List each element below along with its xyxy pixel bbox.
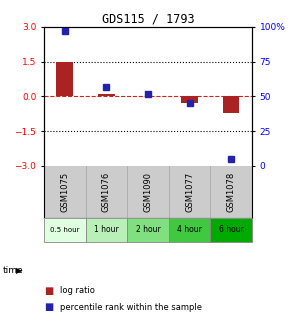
Text: GSM1090: GSM1090 xyxy=(144,172,152,212)
FancyBboxPatch shape xyxy=(210,218,252,242)
Text: 2 hour: 2 hour xyxy=(136,225,160,235)
Text: ▶: ▶ xyxy=(16,266,22,275)
Text: 4 hour: 4 hour xyxy=(177,225,202,235)
Text: GSM1076: GSM1076 xyxy=(102,172,111,212)
Bar xyxy=(57,61,73,96)
Text: ■: ■ xyxy=(44,286,53,296)
Text: GSM1078: GSM1078 xyxy=(227,172,236,212)
Text: ■: ■ xyxy=(44,302,53,312)
FancyBboxPatch shape xyxy=(86,218,127,242)
Bar xyxy=(223,96,239,113)
Text: 0.5 hour: 0.5 hour xyxy=(50,227,79,233)
FancyBboxPatch shape xyxy=(169,218,210,242)
Text: log ratio: log ratio xyxy=(60,286,95,295)
Text: time: time xyxy=(3,266,23,275)
FancyBboxPatch shape xyxy=(44,218,86,242)
FancyBboxPatch shape xyxy=(127,218,169,242)
Text: GSM1077: GSM1077 xyxy=(185,172,194,212)
Text: GSM1075: GSM1075 xyxy=(60,172,69,212)
Text: 1 hour: 1 hour xyxy=(94,225,119,235)
Title: GDS115 / 1793: GDS115 / 1793 xyxy=(102,13,194,26)
Text: 6 hour: 6 hour xyxy=(219,225,243,235)
Text: percentile rank within the sample: percentile rank within the sample xyxy=(60,303,202,312)
Bar xyxy=(181,96,198,103)
Bar xyxy=(98,94,115,96)
